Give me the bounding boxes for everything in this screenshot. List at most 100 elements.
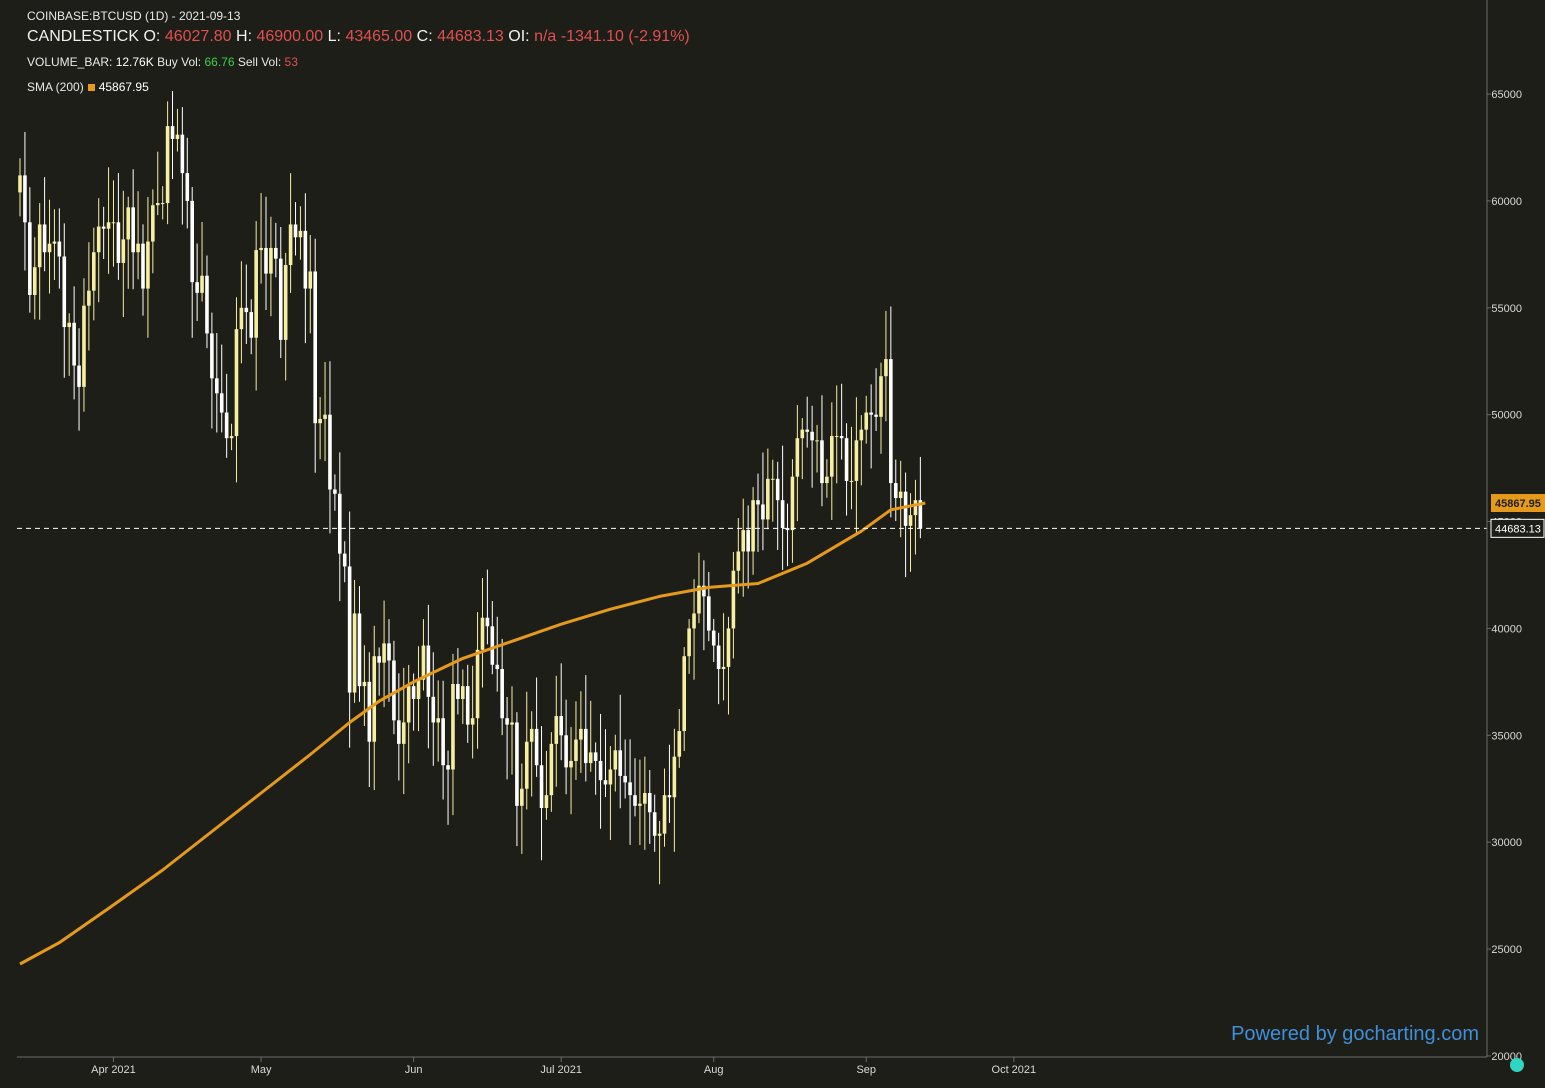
candle-body [451, 684, 455, 770]
candle [37, 203, 42, 320]
sma-value: 45867.95 [98, 80, 149, 94]
candle [775, 461, 780, 550]
candle [155, 151, 160, 216]
candle-body [579, 728, 583, 740]
candle-body [303, 230, 308, 289]
candle-body [834, 436, 839, 438]
candle-body [657, 833, 662, 836]
candle-body [854, 440, 859, 481]
candle [303, 193, 308, 344]
volume-legend[interactable]: VOLUME_BAR: 12.76K Buy Vol: 66.76 Sell V… [27, 55, 298, 69]
candle-body [308, 271, 313, 289]
candle [323, 361, 327, 462]
candle [707, 571, 711, 642]
candle-body [421, 645, 426, 680]
candle [761, 452, 765, 551]
candle [495, 616, 500, 692]
candle [23, 132, 27, 271]
candle [170, 91, 175, 180]
oi-value: n/a [534, 28, 557, 45]
candle [598, 713, 603, 829]
candle [903, 472, 908, 578]
candle [790, 459, 795, 563]
candle [42, 177, 47, 272]
sell-vol-value: 53 [284, 55, 298, 69]
candle-body [510, 722, 514, 725]
candle [485, 569, 490, 645]
candle-body [638, 803, 642, 806]
candle-body [702, 585, 706, 597]
candle-body [87, 290, 91, 306]
candle-body [52, 241, 57, 244]
candle-body [839, 436, 844, 439]
candle-body [170, 126, 175, 139]
candle [849, 426, 854, 510]
candle [475, 612, 480, 749]
candle [825, 459, 829, 498]
y-tick-label: 35000 [1491, 730, 1522, 742]
watermark-link[interactable]: Powered by gocharting.com [1231, 1023, 1479, 1045]
candle-body [367, 681, 372, 742]
candle [308, 234, 313, 334]
candle-body [903, 491, 908, 526]
candle [416, 646, 421, 732]
candle [111, 180, 116, 267]
time-axis: Apr 2021 May Jun Jul 2021 Aug Sep Oct 2021 [91, 1057, 1036, 1076]
candle-body [692, 613, 696, 629]
candle [264, 196, 268, 310]
change-value: -1341.10 [560, 28, 624, 45]
connection-status-icon [1510, 1058, 1524, 1072]
candle-body [859, 429, 864, 441]
candle [426, 604, 431, 749]
high-label: H: [236, 28, 253, 45]
candle [62, 223, 67, 378]
candle [854, 397, 859, 534]
candle [131, 169, 135, 290]
candle-body [520, 788, 524, 806]
candle [392, 640, 396, 735]
candles-layer [18, 91, 923, 885]
candle-body [57, 241, 62, 257]
high-value: 46900.00 [256, 28, 324, 45]
candle-body [155, 203, 160, 206]
candle-body [736, 551, 741, 571]
candle [588, 700, 593, 772]
candle [465, 664, 470, 743]
candle [333, 474, 337, 511]
candle [406, 664, 411, 764]
candle-body [682, 656, 686, 732]
candle [357, 586, 362, 702]
candle [692, 579, 696, 680]
candle-body [175, 134, 180, 139]
price-labels: 45867.95 44683.13 [1490, 493, 1545, 538]
candle-body [62, 256, 67, 328]
chart-title: COINBASE:BTCUSD (1D) - 2021-09-13 [27, 9, 241, 23]
low-value: 43465.00 [345, 28, 413, 45]
candle-body [160, 203, 165, 205]
candle-body [136, 243, 140, 253]
candle [721, 613, 726, 701]
candle-body [210, 333, 214, 379]
candle-body [539, 765, 544, 808]
candle [121, 190, 126, 318]
candle [151, 189, 155, 274]
candle [756, 473, 760, 552]
candle-body [766, 478, 770, 520]
candle-body [92, 252, 96, 291]
candle [328, 361, 332, 534]
candle-body [328, 414, 332, 490]
candle-body [490, 626, 495, 665]
candle [633, 758, 637, 817]
candle [180, 107, 185, 225]
candle-body [805, 429, 809, 432]
candle [185, 137, 190, 229]
candle [205, 255, 209, 349]
candle [239, 261, 244, 364]
candle-body [844, 438, 849, 481]
candle [889, 306, 893, 518]
sma-legend[interactable]: SMA (200) 45867.95 [27, 80, 149, 94]
candle [352, 579, 357, 703]
